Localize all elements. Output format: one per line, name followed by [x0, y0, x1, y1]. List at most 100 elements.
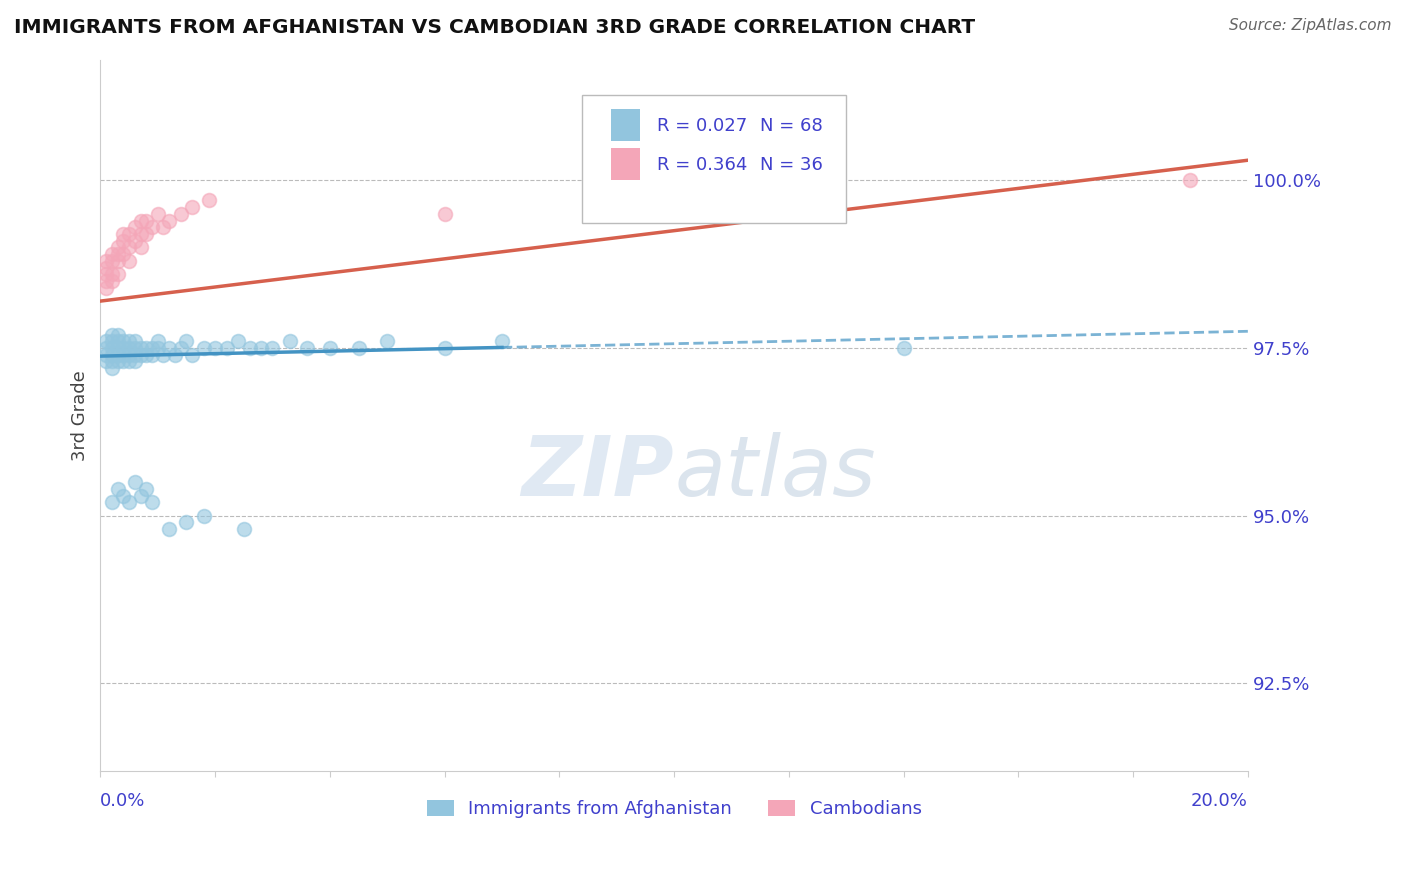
Point: [118, 341, 141, 355]
Point: [101, 253, 124, 268]
Point: [94, 341, 117, 355]
Point: [135, 227, 157, 241]
Point: [107, 341, 129, 355]
Point: [101, 247, 124, 261]
Point: [491, 334, 513, 349]
Point: [170, 207, 193, 221]
Point: [278, 334, 301, 349]
Point: [238, 341, 260, 355]
Point: [135, 341, 157, 355]
Text: IMMIGRANTS FROM AFGHANISTAN VS CAMBODIAN 3RD GRADE CORRELATION CHART: IMMIGRANTS FROM AFGHANISTAN VS CAMBODIAN…: [14, 18, 976, 37]
Point: [101, 341, 124, 355]
Legend: Immigrants from Afghanistan, Cambodians: Immigrants from Afghanistan, Cambodians: [419, 793, 929, 826]
Point: [101, 348, 124, 362]
Point: [94, 348, 117, 362]
Point: [250, 341, 273, 355]
Point: [215, 341, 238, 355]
Point: [118, 495, 141, 509]
Text: 0.0%: 0.0%: [100, 792, 146, 810]
Point: [94, 253, 117, 268]
Point: [893, 341, 915, 355]
Point: [129, 213, 152, 227]
Point: [101, 334, 124, 349]
Point: [101, 274, 124, 288]
Point: [176, 516, 198, 530]
Point: [107, 267, 129, 281]
Point: [101, 495, 124, 509]
Point: [232, 522, 254, 536]
Point: [101, 361, 124, 376]
Point: [112, 489, 135, 503]
Point: [118, 240, 141, 254]
Point: [1180, 173, 1202, 187]
Point: [118, 334, 141, 349]
Point: [135, 348, 157, 362]
Point: [94, 334, 117, 349]
Point: [226, 334, 249, 349]
Text: Source: ZipAtlas.com: Source: ZipAtlas.com: [1229, 18, 1392, 33]
Point: [262, 341, 284, 355]
Point: [146, 207, 169, 221]
Point: [135, 213, 157, 227]
Point: [101, 354, 124, 368]
Point: [107, 327, 129, 342]
Point: [94, 260, 117, 275]
Point: [198, 194, 221, 208]
Point: [112, 334, 135, 349]
Point: [107, 482, 129, 496]
Point: [170, 341, 193, 355]
Point: [141, 220, 163, 235]
Point: [375, 334, 398, 349]
Point: [181, 348, 204, 362]
Point: [101, 267, 124, 281]
Point: [107, 253, 129, 268]
Point: [347, 341, 370, 355]
Point: [112, 234, 135, 248]
Point: [118, 227, 141, 241]
Point: [124, 220, 146, 235]
Y-axis label: 3rd Grade: 3rd Grade: [72, 370, 89, 460]
Point: [101, 327, 124, 342]
Point: [319, 341, 342, 355]
Point: [112, 354, 135, 368]
Point: [124, 234, 146, 248]
Text: N = 36: N = 36: [761, 156, 823, 174]
Point: [129, 341, 152, 355]
Point: [129, 489, 152, 503]
Point: [112, 341, 135, 355]
Text: atlas: atlas: [673, 432, 876, 513]
Text: N = 68: N = 68: [761, 117, 823, 135]
Point: [176, 334, 198, 349]
Point: [141, 495, 163, 509]
Text: R = 0.027: R = 0.027: [657, 117, 747, 135]
Point: [141, 348, 163, 362]
Point: [141, 341, 163, 355]
Point: [124, 341, 146, 355]
Point: [118, 253, 141, 268]
Text: ZIP: ZIP: [522, 432, 673, 513]
Point: [433, 341, 456, 355]
Point: [107, 334, 129, 349]
Point: [112, 247, 135, 261]
Point: [181, 200, 204, 214]
Point: [295, 341, 318, 355]
Point: [146, 341, 169, 355]
Point: [112, 227, 135, 241]
FancyBboxPatch shape: [612, 148, 640, 180]
Point: [124, 475, 146, 490]
Point: [157, 341, 180, 355]
Point: [129, 348, 152, 362]
Point: [163, 348, 186, 362]
Point: [124, 334, 146, 349]
Point: [157, 522, 180, 536]
Point: [135, 482, 157, 496]
FancyBboxPatch shape: [582, 95, 846, 223]
Point: [94, 267, 117, 281]
Point: [107, 354, 129, 368]
Point: [129, 240, 152, 254]
Point: [112, 348, 135, 362]
Point: [94, 281, 117, 295]
Point: [778, 186, 800, 201]
Point: [433, 207, 456, 221]
Text: R = 0.364: R = 0.364: [657, 156, 747, 174]
